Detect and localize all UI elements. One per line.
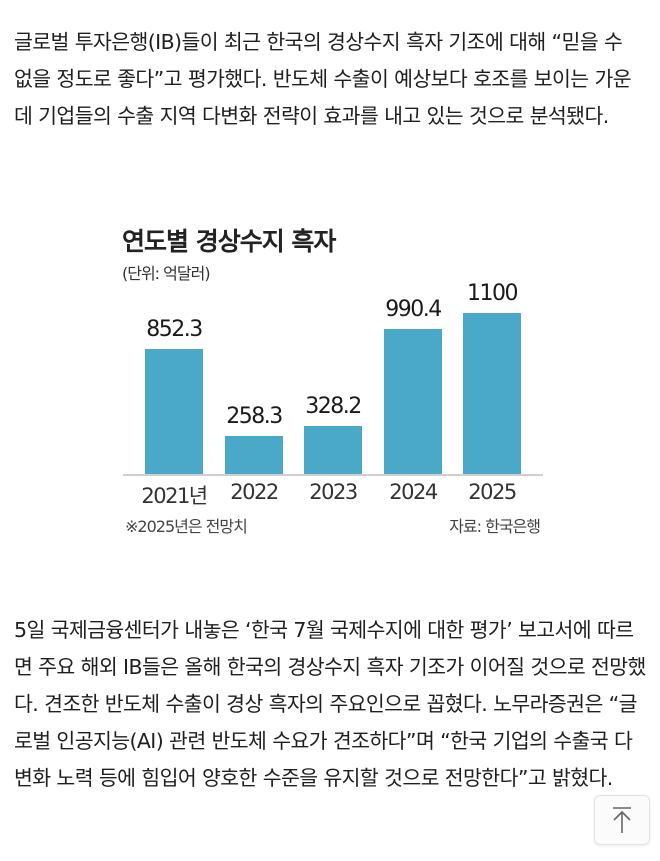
chart-bar: [145, 349, 203, 474]
chart-note: ※2025년은 전망치: [125, 517, 248, 536]
article-paragraph-2: 5일 국제금융센터가 내놓은 ‘한국 7월 국제수지에 대한 평가’ 보고서에 …: [14, 618, 646, 790]
current-account-chart: 연도별 경상수지 흑자 (단위: 억달러) ※2025년은 전망치 자료: 한국…: [0, 210, 660, 550]
chart-bar: [304, 426, 362, 474]
chart-baseline: [123, 474, 543, 476]
chart-bar: [384, 329, 442, 474]
chart-title: 연도별 경상수지 흑자: [122, 227, 336, 256]
bar-value-label: 258.3: [226, 404, 283, 429]
x-axis-label: 2021년: [141, 484, 208, 508]
bar-value-label: 852.3: [146, 317, 203, 342]
bar-value-label: 328.2: [305, 394, 362, 419]
x-axis-label: 2023: [309, 480, 358, 504]
chart-unit-label: (단위: 억달러): [122, 264, 211, 283]
article-paragraph-1: 글로벌 투자은행(IB)들이 최근 한국의 경상수지 흑자 기조에 대해 “믿을…: [14, 30, 632, 128]
scroll-to-top-button[interactable]: [594, 795, 650, 845]
bar-value-label: 990.4: [385, 297, 442, 322]
arrow-up-to-top-icon: [613, 807, 631, 833]
bar-value-label: 1100: [467, 281, 519, 306]
chart-source: 자료: 한국은행: [449, 517, 541, 536]
x-axis-label: 2025: [468, 480, 517, 504]
x-axis-label: 2024: [389, 480, 438, 504]
x-axis-label: 2022: [230, 480, 279, 504]
chart-bar: [463, 313, 521, 474]
chart-bar: [225, 436, 283, 474]
